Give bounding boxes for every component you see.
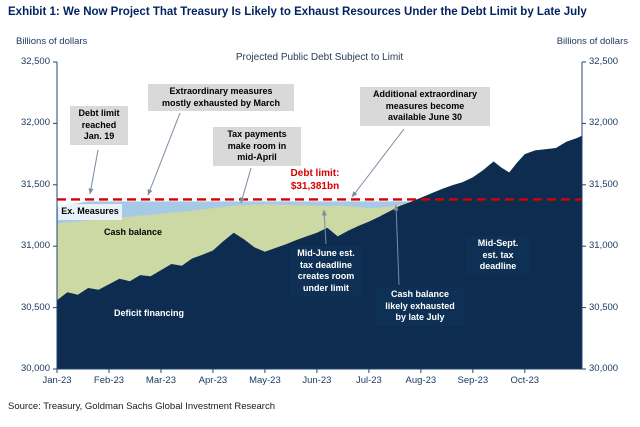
y-axis-label-right: 31,500	[589, 178, 619, 190]
ann-ex-measures: Ex. Measures	[58, 204, 122, 220]
ann-debt-limit-value: Debt limit: $31,381bn	[290, 168, 340, 192]
x-axis-label: Jul-23	[355, 375, 382, 386]
chart-title: Projected Public Debt Subject to Limit	[235, 52, 404, 63]
y-axis-label-left: 32,500	[20, 56, 50, 67]
ann-extraordinary-measures-arrow	[147, 112, 181, 196]
x-axis-label: May-23	[249, 375, 281, 386]
y-axis-label-left: 30,500	[20, 301, 50, 313]
ann-mid-june: Mid-June est. tax deadline creates room …	[290, 246, 362, 297]
y-axis-label-right: 31,000	[589, 240, 619, 252]
x-axis-label: Aug-23	[405, 375, 437, 386]
ann-additional-measures: Additional extraordinary measures become…	[360, 87, 490, 127]
ann-deficit-financing: Deficit financing	[113, 308, 184, 318]
ann-mid-june-arrow	[321, 209, 327, 245]
ann-additional-measures-arrow	[351, 128, 405, 198]
y-axis-label-right: 30,500	[589, 301, 619, 313]
y-axis-label-left: 32,000	[20, 117, 50, 129]
y-axis-label-right: 32,000	[589, 117, 619, 129]
x-axis-label: Oct-23	[510, 375, 540, 386]
ann-tax-payments: Tax payments make room in mid-April	[213, 127, 301, 167]
y-axis-label-right: 30,000	[589, 363, 619, 374]
ann-debt-limit-reached-arrow	[88, 149, 99, 195]
ann-debt-limit-reached: Debt limit reached Jan. 19	[70, 106, 128, 146]
ann-cash-balance: Cash balance	[103, 227, 163, 237]
y-axis-label-left: 31,000	[20, 240, 50, 252]
x-axis-label: Mar-23	[145, 375, 176, 386]
ann-tax-payments-arrow	[240, 167, 252, 204]
x-axis-label: Feb-23	[93, 375, 125, 386]
right-axis-unit: Billions of dollars	[556, 36, 628, 47]
x-axis-label: Jan-23	[42, 375, 72, 386]
source-note: Source: Treasury, Goldman Sachs Global I…	[8, 401, 276, 412]
x-axis-label: Sep-23	[457, 375, 489, 386]
y-axis-label-left: 31,500	[20, 178, 50, 190]
left-axis-unit: Billions of dollars	[16, 36, 88, 47]
ann-mid-sept: Mid-Sept. est. tax deadline	[466, 236, 530, 276]
x-axis-label: Apr-23	[198, 375, 228, 386]
ann-cash-exhausted-arrow	[393, 204, 400, 286]
ann-cash-exhausted: Cash balance likely exhausted by late Ju…	[376, 287, 464, 327]
ann-extraordinary-measures: Extraordinary measures mostly exhausted …	[148, 84, 294, 112]
x-axis-label: Jun-23	[302, 375, 332, 386]
y-axis-label-left: 30,000	[20, 363, 50, 374]
y-axis-label-right: 32,500	[589, 56, 619, 67]
exhibit-title: Exhibit 1: We Now Project That Treasury …	[8, 6, 587, 18]
